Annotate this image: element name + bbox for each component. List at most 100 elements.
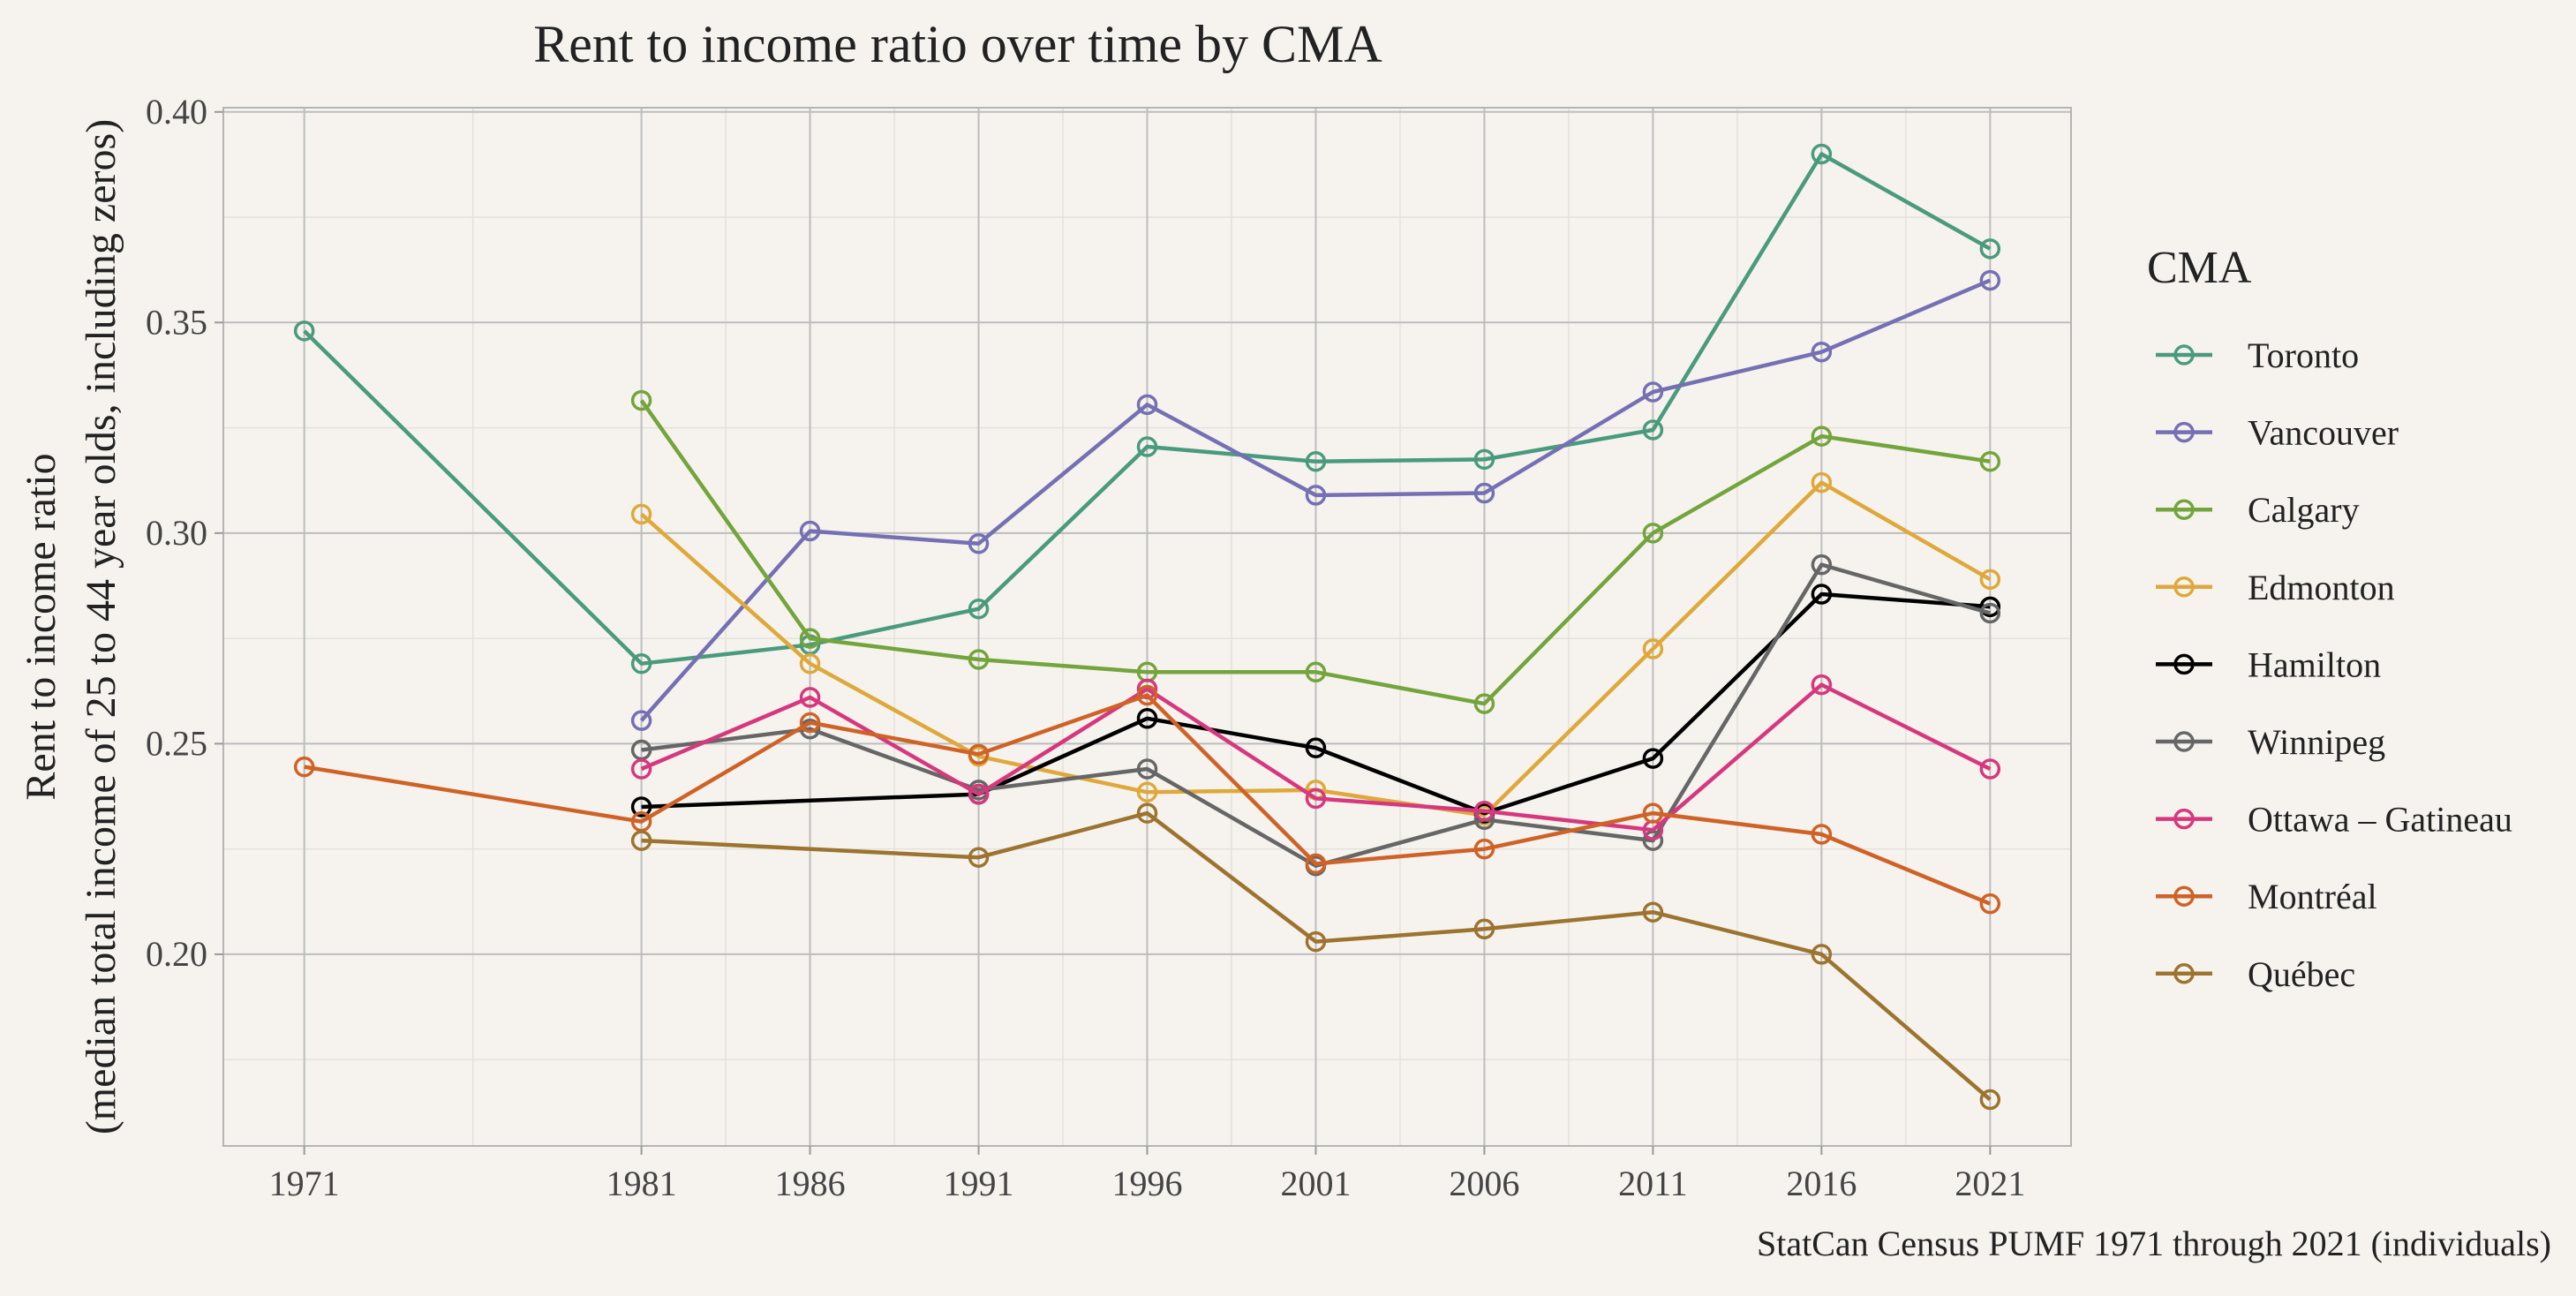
y-axis-title-line2: (median total income of 25 to 44 year ol… [78, 119, 124, 1134]
data-point [799, 712, 821, 734]
legend-item: Ottawa – Gatineau [2156, 800, 2512, 840]
data-point [1305, 931, 1327, 953]
data-point [968, 847, 990, 868]
series-line [639, 278, 1992, 722]
data-point [968, 783, 990, 805]
legend-key-point [2173, 808, 2195, 830]
legend: CMA Toronto Vancouver Calgary Edmonton Hamil… [2147, 243, 2512, 994]
data-point [1642, 523, 1664, 544]
x-tick-label: 2006 [1449, 1164, 1519, 1203]
data-point [1979, 450, 2001, 472]
series-line [303, 152, 1992, 666]
legend-key-point [2173, 499, 2195, 520]
data-point [1642, 748, 1664, 769]
legend-item: Winnipeg [2156, 722, 2385, 762]
x-tick-label: 1971 [269, 1164, 340, 1203]
series-Québec [630, 802, 2001, 1111]
data-point [293, 756, 315, 778]
major-gridlines [223, 108, 2071, 1146]
legend-item: Vancouver [2156, 413, 2399, 453]
x-axis: 1971 1981 1986 1991 1996 2001 2006 2011 2016 2021 [269, 1146, 2025, 1203]
legend-label: Vancouver [2248, 413, 2399, 453]
data-point [1305, 787, 1327, 810]
legend-label: Winnipeg [2248, 722, 2385, 762]
x-tick-label: 2016 [1786, 1164, 1857, 1203]
data-point [1979, 269, 2001, 291]
x-tick-label: 1981 [606, 1164, 677, 1203]
x-tick-label: 2001 [1280, 1164, 1351, 1203]
legend-key-point [2173, 421, 2195, 443]
legend-key-point [2173, 731, 2195, 752]
legend-label: Montréal [2248, 877, 2377, 916]
legend-key-point [2173, 653, 2195, 675]
data-point [1473, 838, 1495, 860]
data-point [1305, 485, 1327, 506]
data-point [1136, 684, 1158, 706]
legend-label: Calgary [2248, 490, 2360, 530]
data-point [1305, 737, 1327, 758]
data-point [1136, 758, 1158, 780]
legend-key-point [2173, 885, 2195, 907]
data-point [1979, 602, 2001, 624]
data-point [1305, 661, 1327, 683]
series-line [641, 810, 1992, 1102]
data-point [1811, 944, 1833, 965]
legend-item: Hamilton [2156, 644, 2381, 684]
data-point [1811, 471, 1833, 494]
data-point [630, 830, 652, 851]
data-point [1305, 450, 1327, 472]
y-axis: 0.20 0.25 0.30 0.35 0.40 [146, 92, 223, 974]
data-point [1811, 674, 1833, 696]
data-point [1136, 708, 1158, 729]
series-line [640, 682, 1992, 833]
chart-caption: StatCan Census PUMF 1971 through 2021 (i… [1757, 1224, 2551, 1263]
legend-item: Calgary [2156, 490, 2360, 530]
data-point [1136, 394, 1158, 416]
legend-key-point [2173, 963, 2195, 984]
data-point [293, 320, 315, 342]
y-tick-label: 0.20 [146, 934, 207, 974]
data-point [630, 796, 652, 818]
data-point [799, 687, 821, 708]
series-Vancouver [630, 269, 2001, 731]
series-line [641, 562, 1991, 868]
data-point [630, 389, 652, 411]
data-point [1642, 901, 1664, 923]
data-point [630, 652, 652, 674]
x-tick-label: 2021 [1955, 1164, 2025, 1203]
legend-key-point [2173, 576, 2195, 598]
legend-label: Hamilton [2248, 644, 2381, 684]
data-point [1473, 448, 1495, 471]
legend-item: Montréal [2156, 877, 2377, 916]
legend-title: CMA [2147, 243, 2252, 293]
data-point [1979, 569, 2001, 591]
series-Calgary [630, 389, 2001, 714]
y-tick-label: 0.30 [146, 513, 207, 553]
y-tick-label: 0.40 [146, 92, 207, 132]
legend-item: Edmonton [2156, 568, 2395, 607]
data-point [1811, 426, 1833, 447]
data-point [630, 710, 652, 731]
legend-item: Québec [2156, 954, 2355, 994]
series-line [639, 399, 1991, 706]
x-tick-label: 1996 [1112, 1164, 1183, 1203]
data-point [968, 743, 990, 765]
data-point [1642, 802, 1664, 824]
data-point [1473, 918, 1495, 940]
y-tick-label: 0.35 [146, 302, 207, 342]
series-line [641, 591, 1991, 816]
series-Winnipeg [630, 554, 2001, 877]
data-point [1136, 781, 1158, 803]
x-tick-label: 2011 [1618, 1164, 1688, 1203]
data-point [799, 652, 821, 674]
series-Toronto [293, 143, 2001, 674]
x-tick-label: 1991 [944, 1164, 1014, 1203]
data-point [1642, 381, 1664, 403]
data-point [1811, 824, 1833, 845]
legend-label: Québec [2248, 954, 2355, 994]
data-point [630, 758, 652, 780]
data-point [968, 533, 990, 554]
legend-label: Edmonton [2248, 568, 2395, 607]
